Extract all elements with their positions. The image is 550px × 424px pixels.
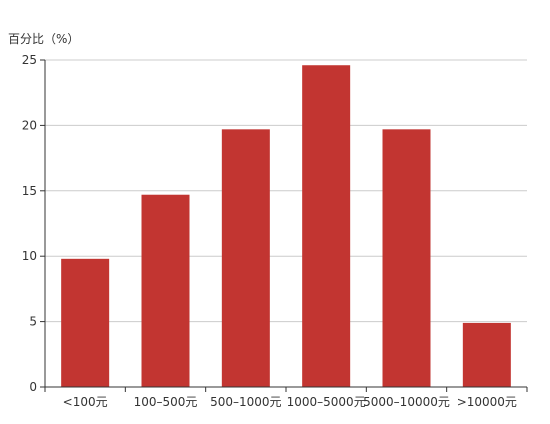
y-tick-label: 5 bbox=[29, 315, 37, 329]
x-tick-label: >10000元 bbox=[457, 395, 517, 409]
bar bbox=[61, 258, 110, 387]
x-tick-label: 5000–10000元 bbox=[363, 395, 450, 409]
axes: 0 5 10 15 20 25 <100元 100–500元 500–1000元 1000–500… bbox=[22, 53, 528, 409]
y-axis-label: 百分比（%） bbox=[8, 32, 79, 46]
bars bbox=[61, 65, 511, 388]
bar bbox=[221, 129, 270, 387]
bar bbox=[302, 65, 351, 388]
y-tick-label: 15 bbox=[22, 184, 37, 198]
y-tick-label: 10 bbox=[22, 249, 37, 263]
x-tick-label: 1000–5000元 bbox=[287, 395, 366, 409]
y-tick-label: 25 bbox=[22, 53, 37, 67]
y-tick-label: 0 bbox=[29, 380, 37, 394]
bar bbox=[462, 322, 511, 387]
bar bbox=[382, 129, 431, 387]
x-tick-label: 500–1000元 bbox=[210, 395, 281, 409]
gridlines bbox=[45, 59, 527, 323]
x-tick-label: <100元 bbox=[63, 395, 108, 409]
y-tick-label: 20 bbox=[22, 118, 37, 132]
bar bbox=[141, 194, 190, 387]
x-tick-label: 100–500元 bbox=[134, 395, 198, 409]
